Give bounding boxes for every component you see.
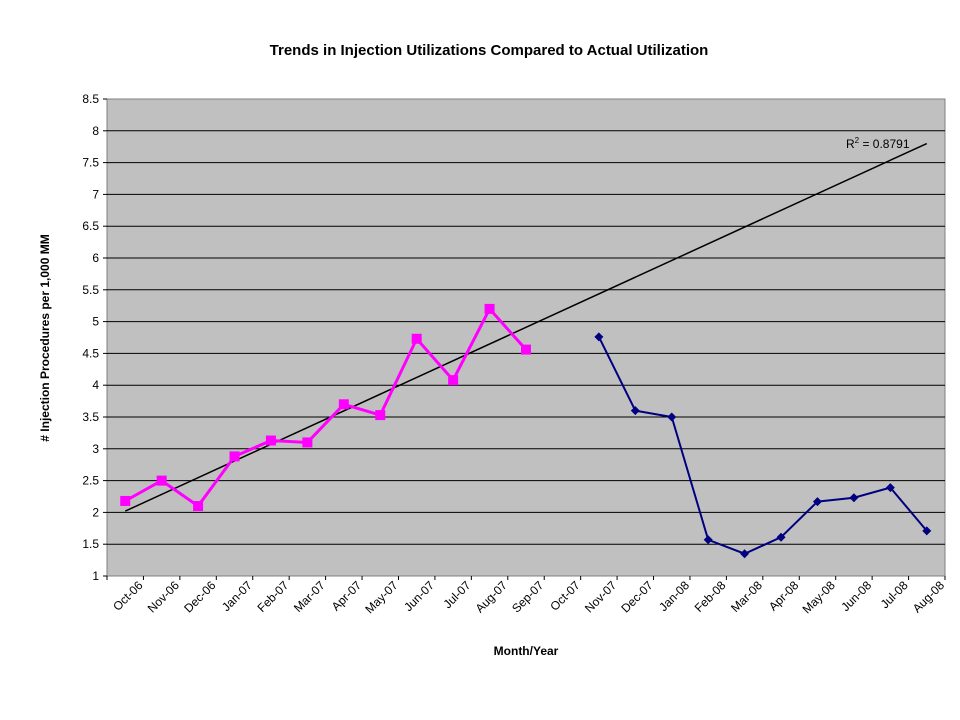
x-tick-label: Sep-07 [509, 578, 546, 615]
data-point [302, 437, 313, 448]
x-tick-label: Feb-07 [255, 578, 292, 615]
plot-area [106, 98, 946, 577]
y-tick-label: 8.5 [82, 92, 99, 106]
x-axis-ticks: Oct-06 Nov-06 Dec-06 Jan-07 Feb-07 Mar-07 Apr-… [106, 576, 947, 616]
y-tick-label: 7.5 [82, 156, 99, 170]
x-tick-label: Feb-08 [692, 578, 729, 615]
x-tick-label: Dec-07 [618, 578, 655, 615]
x-tick-label: Apr-07 [329, 578, 365, 614]
x-tick-label: Jun-07 [401, 578, 437, 614]
data-point [411, 333, 422, 344]
data-point [594, 332, 604, 342]
y-tick-label: 2 [92, 505, 99, 519]
y-tick-label: 3 [92, 442, 99, 456]
data-point [338, 399, 349, 410]
x-tick-label: Jul-08 [878, 578, 911, 611]
x-tick-label: Oct-06 [110, 578, 146, 614]
series-line-2 [597, 336, 928, 555]
chart-title: Trends in Injection Utilizations Compare… [270, 42, 709, 59]
data-point [667, 412, 677, 422]
data-point [922, 526, 932, 536]
x-axis-label: Month/Year [494, 644, 559, 658]
y-tick-label: 2.5 [82, 474, 99, 488]
y-axis-label: # Injection Procedures per 1,000 MM [38, 234, 52, 441]
data-point [193, 501, 204, 512]
x-tick-label: Aug-07 [473, 578, 510, 615]
trendline-group [124, 142, 928, 512]
y-tick-label: 1 [92, 569, 99, 583]
data-point [156, 475, 167, 486]
data-point [776, 532, 786, 542]
data-point [740, 549, 750, 559]
data-point [630, 406, 640, 416]
x-tick-label: May-08 [800, 578, 838, 616]
x-tick-label: Jan-07 [219, 578, 255, 614]
data-point [375, 410, 386, 421]
data-point [521, 344, 531, 355]
y-tick-label: 6 [92, 251, 99, 265]
series-group [120, 303, 932, 559]
data-point [229, 451, 240, 462]
x-tick-label: Oct-07 [547, 578, 583, 614]
y-tick-label: 3.5 [82, 410, 99, 424]
y-tick-label: 4 [92, 378, 99, 392]
x-tick-label: Jun-08 [838, 578, 874, 614]
x-tick-label: Apr-08 [766, 578, 802, 614]
y-tick-label: 6.5 [82, 219, 99, 233]
y-tick-label: 8 [92, 124, 99, 138]
x-tick-label: May-07 [362, 578, 400, 616]
y-tick-label: 5.5 [82, 283, 99, 297]
data-point [812, 497, 822, 507]
y-tick-label: 1.5 [82, 537, 99, 551]
x-tick-label: Jan-08 [656, 578, 692, 614]
data-point [265, 435, 276, 446]
y-axis-ticks: 1 1.5 2 2.5 3 3.5 4 4.5 5 5.5 6 6.5 7 7.5 8 8.5 [82, 92, 107, 583]
trendline [124, 142, 928, 512]
series-line-1 [124, 306, 528, 509]
r-squared-annotation: R2 = 0.8791 [846, 136, 910, 151]
data-point [849, 493, 859, 503]
data-point [484, 303, 495, 314]
y-tick-label: 5 [92, 315, 99, 329]
data-point [448, 375, 459, 386]
x-tick-label: Nov-06 [145, 578, 182, 615]
data-point [885, 483, 895, 493]
data-point [120, 495, 131, 506]
gridlines [107, 130, 945, 545]
x-tick-label: Aug-08 [910, 578, 947, 615]
data-point [703, 535, 713, 545]
x-tick-label: Jul-07 [440, 578, 473, 611]
x-tick-label: Dec-06 [181, 578, 218, 615]
x-tick-label: Mar-08 [728, 578, 765, 615]
y-tick-label: 4.5 [82, 346, 99, 360]
x-tick-label: Nov-07 [582, 578, 619, 615]
x-tick-label: Mar-07 [291, 578, 328, 615]
y-tick-label: 7 [92, 187, 99, 201]
